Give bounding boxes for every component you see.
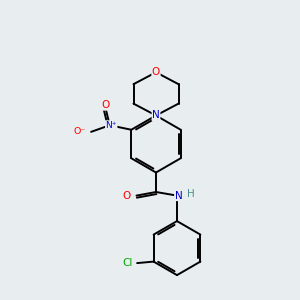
Text: Cl: Cl [122, 258, 133, 268]
Text: O: O [122, 190, 130, 201]
Text: O: O [101, 100, 109, 110]
Text: O: O [152, 67, 160, 77]
Text: N: N [152, 110, 160, 121]
Text: H: H [188, 189, 195, 199]
Text: N⁺: N⁺ [106, 121, 117, 130]
Text: O⁻: O⁻ [73, 127, 86, 136]
Text: N: N [175, 190, 182, 201]
